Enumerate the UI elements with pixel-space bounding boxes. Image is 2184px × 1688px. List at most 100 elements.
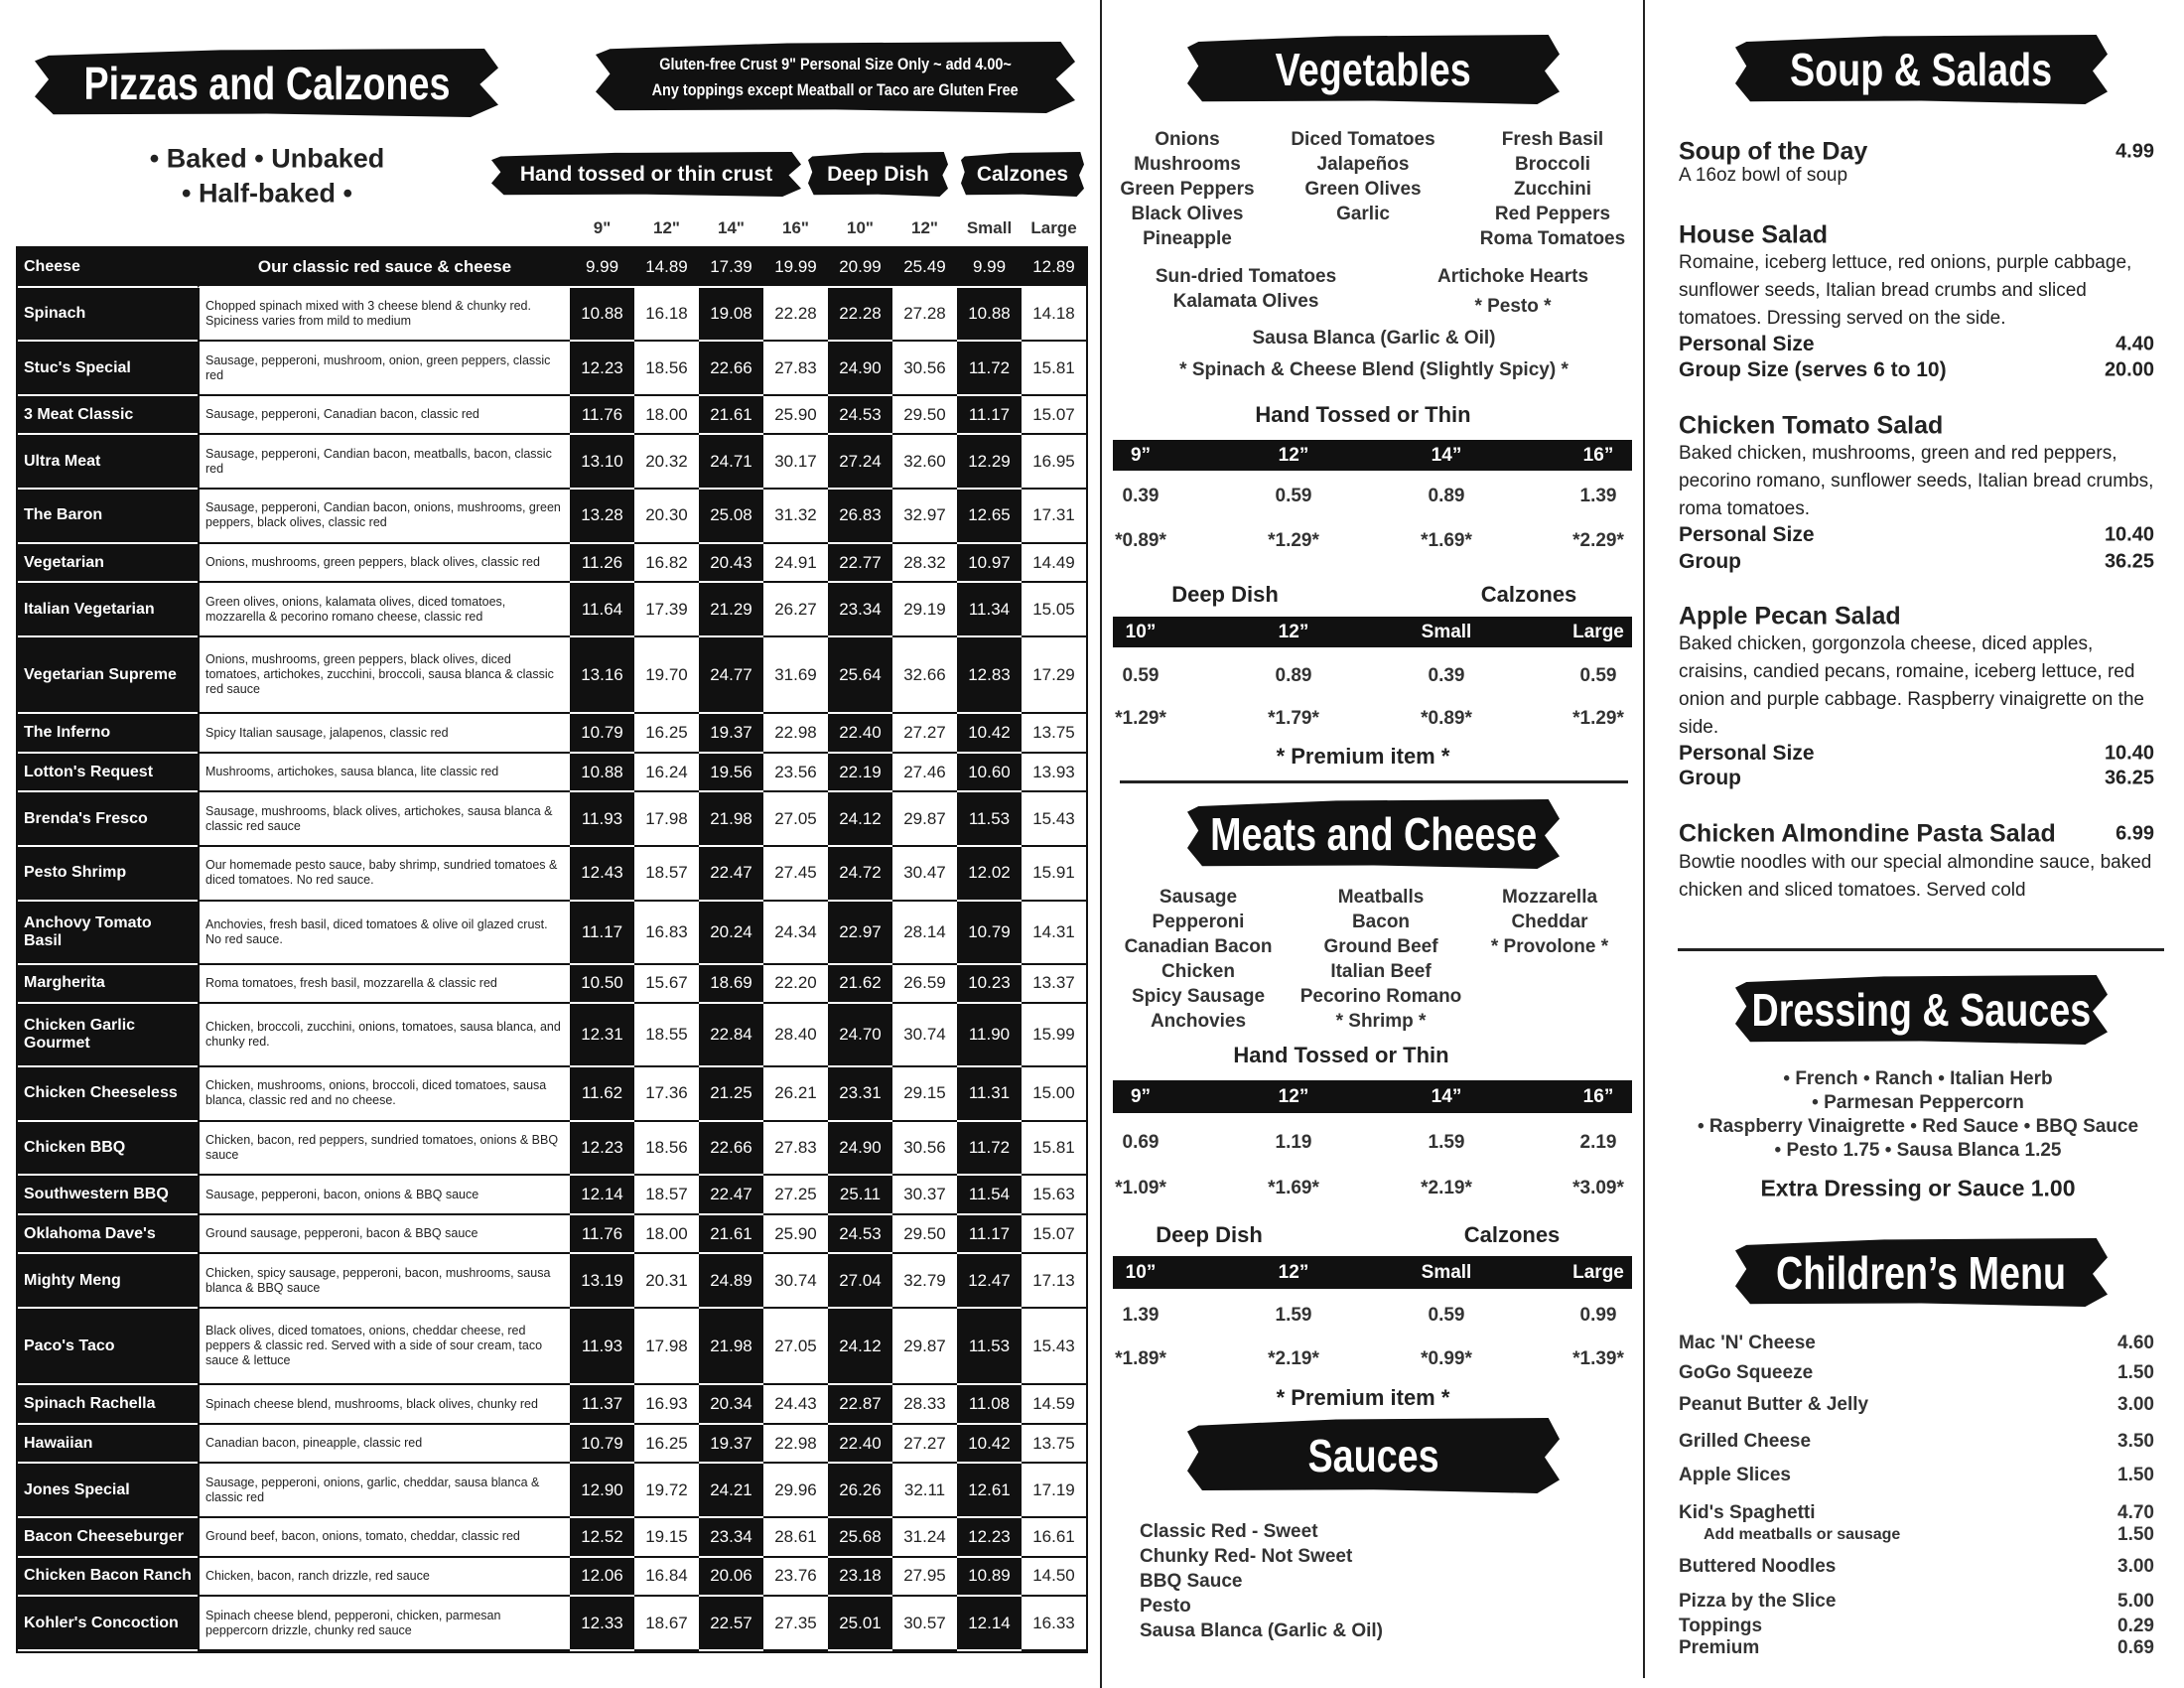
price: 16.18: [634, 288, 699, 343]
price: 13.37: [1022, 965, 1086, 1005]
price: 12.90: [570, 1464, 634, 1519]
pizza-name: Spinach: [18, 287, 198, 343]
topping: Red Peppers: [1494, 204, 1611, 224]
price: 29.96: [763, 1464, 828, 1519]
pizza-name: The Baron: [18, 490, 198, 544]
price: 11.72: [957, 1121, 1022, 1177]
kids-price: 3.00: [2117, 1394, 2154, 1415]
size-label: Small: [1421, 1261, 1472, 1283]
price: 29.50: [892, 1215, 957, 1255]
pizza-name: The Inferno: [18, 714, 198, 754]
pricing-heading: Hand Tossed or Thin: [1255, 402, 1471, 427]
price: 22.57: [699, 1597, 763, 1651]
topping: Green Peppers: [1120, 179, 1255, 200]
price: 20.06: [699, 1557, 763, 1598]
dressing-line: • French • Ranch • Italian Herb: [1783, 1068, 2053, 1089]
pizza-row: Ultra Meat Sausage, pepperoni, Candian ba…: [18, 435, 1086, 491]
size-label: 10": [847, 218, 874, 237]
pizza-row: Chicken Garlic Gourmet Chicken, broccoli,…: [18, 1004, 1086, 1067]
price: 21.98: [699, 1308, 763, 1386]
price: 26.27: [763, 583, 828, 637]
topping: Pepperoni: [1152, 912, 1245, 932]
kids-price: 0.69: [2117, 1637, 2154, 1658]
topping-price: 0.39: [1122, 486, 1160, 506]
topping-price: 1.39: [1579, 486, 1617, 506]
price: 28.61: [763, 1518, 828, 1558]
premium-price: *0.99*: [1421, 1348, 1472, 1369]
price: 10.97: [957, 543, 1022, 584]
banner-title: Soup & Salads: [1790, 44, 2053, 95]
price: 31.32: [763, 490, 828, 544]
pizza-name: Chicken Cheeseless: [18, 1066, 198, 1122]
price: 24.72: [828, 847, 892, 902]
kids-item: GoGo Squeeze: [1679, 1362, 1814, 1383]
banner-title: Deep Dish: [827, 162, 929, 186]
topping: * Pesto *: [1474, 296, 1552, 317]
pizza-name: Stuc's Special: [18, 342, 198, 396]
kids-price: 3.50: [2117, 1431, 2154, 1452]
pizza-description: Mushrooms, artichokes, sausa blanca, lit…: [198, 753, 570, 793]
price: 24.34: [763, 902, 828, 965]
banner: Sauces: [1187, 1418, 1560, 1493]
topping: Sun-dried Tomatoes: [1155, 266, 1337, 287]
sauce: Pesto: [1140, 1596, 1191, 1617]
option-price: 10.40: [2104, 523, 2154, 546]
price: 22.98: [763, 714, 828, 754]
pizza-row: Kohler's Concoction Spinach cheese blend,…: [18, 1597, 1086, 1651]
pizza-description: Sausage, pepperoni, onions, garlic, ched…: [198, 1464, 570, 1519]
price: 12.83: [957, 636, 1022, 715]
topping-price: 0.89: [1275, 665, 1312, 686]
price: 15.07: [1022, 1215, 1086, 1255]
price: 32.97: [892, 490, 957, 544]
price: 15.07: [1022, 396, 1086, 436]
price: 17.98: [634, 792, 699, 848]
price: 24.90: [828, 342, 892, 396]
size-label: 12”: [1278, 444, 1309, 466]
size-label: 12”: [1278, 621, 1309, 642]
kids-price: 4.60: [2117, 1333, 2154, 1353]
size-option: Personal Size: [1679, 742, 1815, 765]
pizza-name: Hawaiian: [18, 1424, 198, 1465]
price: 11.93: [570, 792, 634, 848]
price: 11.53: [957, 792, 1022, 848]
price: 27.83: [763, 1122, 828, 1177]
pizza-name: Vegetarian Supreme: [18, 636, 198, 715]
price: 12.06: [570, 1557, 634, 1598]
banner-title: Hand tossed or thin crust: [519, 162, 773, 186]
premium-price: *1.89*: [1115, 1348, 1166, 1369]
price: 15.00: [1022, 1067, 1086, 1122]
price: 15.91: [1022, 847, 1086, 902]
premium-price: *1.69*: [1421, 530, 1472, 551]
banner: Calzones: [961, 152, 1084, 197]
banner: Gluten-free Crust 9" Personal Size Only …: [596, 42, 1075, 113]
pizza-name: Lotton's Request: [18, 753, 198, 793]
premium-price: *1.79*: [1268, 708, 1319, 729]
pizza-name: Kohler's Concoction: [18, 1597, 198, 1651]
topping: * Shrimp *: [1335, 1011, 1427, 1032]
price: 16.82: [634, 544, 699, 584]
price: 21.61: [699, 395, 763, 436]
salad-description: Baked chicken, mushrooms, green and red …: [1679, 443, 2154, 519]
price: 12.23: [570, 1121, 634, 1177]
price: 16.84: [634, 1558, 699, 1598]
pizza-row: Jones Special Sausage, pepperoni, onions,…: [18, 1464, 1086, 1519]
price: 22.84: [699, 1004, 763, 1067]
price: 10.42: [957, 714, 1022, 754]
price: 13.75: [1022, 1425, 1086, 1465]
price: 24.12: [828, 792, 892, 848]
pizza-description: Sausage, mushrooms, black olives, artich…: [198, 792, 570, 848]
pricing-heading: Calzones: [1480, 582, 1577, 607]
pizza-row: The Baron Sausage, pepperoni, Candian bac…: [18, 490, 1086, 544]
price: 22.28: [828, 287, 892, 343]
topping: Italian Beef: [1330, 961, 1432, 982]
topping: Zucchini: [1513, 179, 1592, 200]
price: 12.33: [570, 1597, 634, 1651]
price: 17.19: [1022, 1464, 1086, 1519]
topping-price: 1.59: [1275, 1305, 1312, 1326]
price: 17.39: [699, 248, 763, 288]
price: 10.88: [570, 287, 634, 343]
price: 23.34: [828, 583, 892, 637]
price: 16.24: [634, 754, 699, 793]
price: 12.43: [570, 847, 634, 902]
price: 30.17: [763, 435, 828, 491]
